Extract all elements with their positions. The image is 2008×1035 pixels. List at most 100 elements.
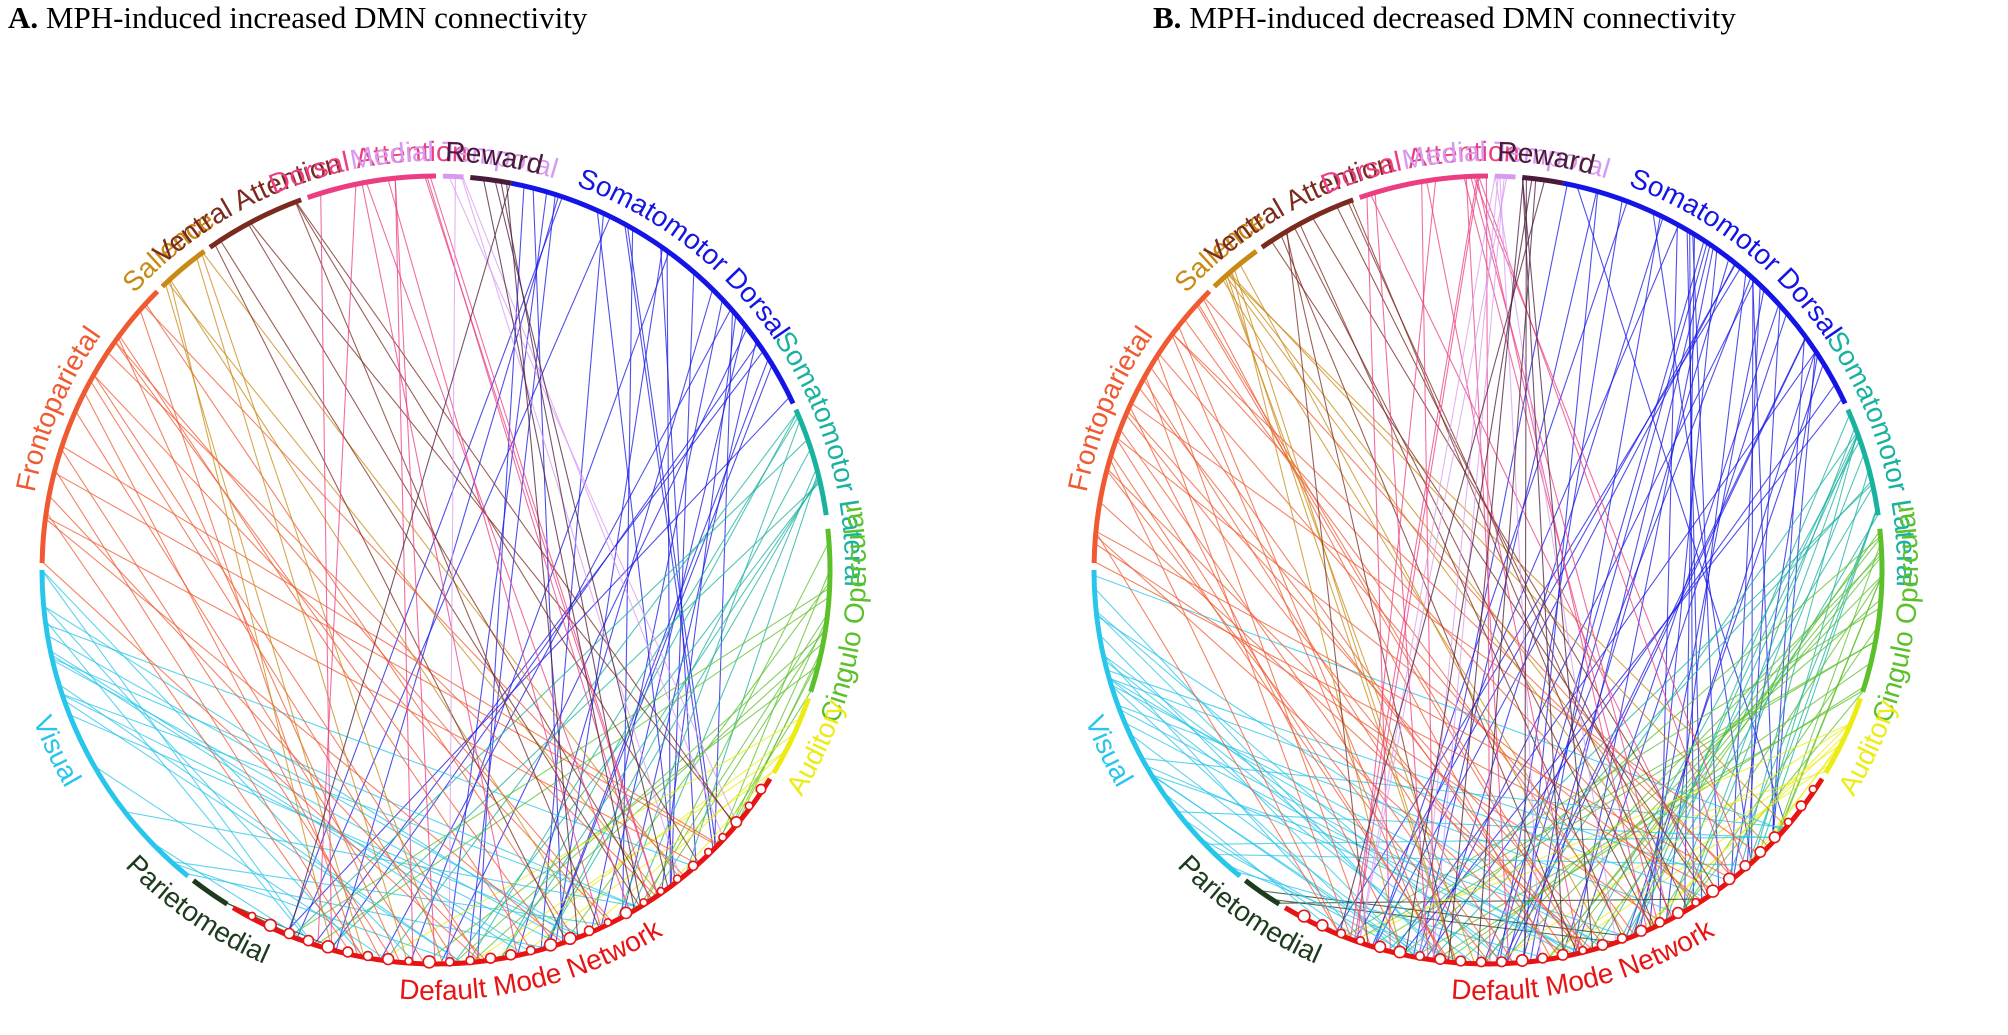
connection-line-somatomotor-dorsal bbox=[1392, 350, 1817, 953]
dmn-node bbox=[1671, 906, 1685, 920]
arc-salience bbox=[1212, 249, 1258, 289]
connection-line-auditory bbox=[583, 749, 787, 936]
connection-line-frontoparietal bbox=[1171, 334, 1438, 961]
dmn-node bbox=[247, 911, 257, 921]
arc-somatomotor-dorsal bbox=[510, 180, 796, 405]
dmn-node bbox=[563, 931, 577, 946]
connection-line-medial-temporal bbox=[461, 176, 681, 880]
connection-line-somatomotor-dorsal bbox=[1498, 199, 1623, 964]
arc-salience bbox=[160, 249, 206, 289]
connection-line-somatomotor-dorsal bbox=[546, 364, 773, 949]
connection-line-visual bbox=[1106, 669, 1731, 882]
connection-line-somatomotor-lateral bbox=[1629, 413, 1851, 938]
connection-line-dorsal-attention bbox=[1369, 193, 1710, 897]
connection-line-cingulo-opercular bbox=[315, 596, 830, 946]
connection-line-dorsal-attention bbox=[1366, 195, 1391, 952]
panel-b-letter: B. bbox=[1153, 0, 1182, 35]
connection-line-somatomotor-dorsal bbox=[330, 342, 759, 951]
connection-line-frontoparietal bbox=[114, 341, 557, 946]
connection-line-dorsal-attention bbox=[1485, 175, 1491, 965]
arc-somatomotor-dorsal bbox=[1562, 180, 1848, 405]
connection-line-somatomotor-lateral bbox=[1632, 435, 1859, 937]
label-cingulo-opercular: Cingulo Opercular bbox=[814, 502, 872, 727]
connection-lines bbox=[41, 175, 831, 965]
dmn-node bbox=[744, 801, 754, 811]
dmn-node bbox=[1414, 950, 1425, 962]
connection-line-frontoparietal bbox=[41, 561, 481, 962]
connection-line-ventral-attention bbox=[295, 201, 736, 827]
arc-visual bbox=[39, 569, 190, 879]
connection-line-medial-temporal bbox=[1499, 176, 1541, 961]
arc-auditory bbox=[1823, 697, 1863, 775]
connection-line-frontoparietal bbox=[1119, 428, 1502, 965]
dmn-node bbox=[1297, 909, 1311, 923]
connection-line-dorsal-attention bbox=[424, 176, 659, 896]
arc-dorsal-attention bbox=[306, 173, 437, 200]
connection-line-ventral-attention bbox=[1336, 206, 1689, 910]
connection-line-reward bbox=[1521, 177, 1565, 957]
connection-line-frontoparietal bbox=[1125, 414, 1561, 958]
dmn-node bbox=[730, 815, 743, 829]
connection-line-dorsal-attention bbox=[429, 175, 659, 896]
connection-line-dorsal-attention bbox=[320, 193, 333, 950]
panel-a-title: A. MPH-induced increased DMN connectivit… bbox=[8, 0, 587, 36]
connection-line-medial-temporal bbox=[448, 176, 456, 964]
connection-line-cingulo-opercular bbox=[637, 613, 828, 909]
connection-line-dorsal-attention bbox=[1421, 181, 1435, 961]
connection-line-frontoparietal bbox=[1130, 402, 1761, 856]
connection-line-reward bbox=[1338, 179, 1546, 935]
dmn-node bbox=[1706, 884, 1720, 898]
arc-dorsal-attention bbox=[1358, 173, 1489, 200]
connection-line-somatomotor-dorsal bbox=[1373, 201, 1628, 948]
connection-line-frontoparietal bbox=[1203, 296, 1734, 879]
dmn-node bbox=[1578, 945, 1588, 955]
connection-line-ventral-attention bbox=[294, 201, 600, 929]
dmn-node bbox=[362, 950, 374, 962]
dmn-node bbox=[1537, 952, 1549, 964]
connection-line-visual bbox=[1104, 659, 1492, 965]
connection-line-somatomotor-dorsal bbox=[1482, 276, 1752, 965]
connection-line-frontoparietal bbox=[1172, 333, 1698, 905]
dmn-node bbox=[656, 886, 666, 896]
connection-line-medial-temporal bbox=[1358, 176, 1508, 943]
connection-line-frontoparietal bbox=[1095, 531, 1341, 936]
connection-line-salience bbox=[1221, 278, 1628, 939]
connection-line-visual bbox=[1129, 733, 1429, 960]
connection-line-visual bbox=[1093, 587, 1445, 962]
dmn-node bbox=[1496, 956, 1508, 968]
connection-line-visual bbox=[1226, 864, 1465, 964]
connection-line-somatomotor-dorsal bbox=[1632, 350, 1816, 937]
connection-line-frontoparietal bbox=[45, 511, 353, 956]
dmn-node bbox=[1455, 955, 1467, 967]
dmn-node bbox=[1808, 784, 1818, 794]
connection-line-auditory bbox=[1635, 733, 1847, 936]
connection-line-ventral-attention bbox=[249, 222, 737, 826]
label-parietomedial: Parietomedial bbox=[1172, 849, 1326, 970]
connection-line-somatomotor-lateral bbox=[1484, 432, 1858, 965]
connection-line-somatomotor-dorsal bbox=[516, 289, 714, 956]
dmn-node bbox=[603, 917, 613, 927]
label-frontoparietal: Frontoparietal bbox=[1062, 321, 1158, 494]
dmn-node bbox=[1722, 872, 1736, 886]
dmn-node bbox=[1616, 933, 1628, 944]
dmn-node bbox=[1475, 956, 1487, 968]
connection-line-frontoparietal bbox=[61, 445, 719, 846]
label-reward: Reward bbox=[445, 136, 546, 180]
connection-line-cingulo-opercular bbox=[289, 587, 830, 937]
arc-somatomotor-lateral bbox=[793, 408, 829, 516]
connection-line-cingulo-opercular bbox=[423, 664, 819, 965]
connection-line-visual bbox=[184, 872, 547, 949]
connection-line-visual bbox=[1176, 811, 1777, 839]
arc-ventral-attention bbox=[1260, 197, 1355, 250]
connection-line-ventral-attention bbox=[1311, 217, 1718, 892]
dmn-node bbox=[718, 832, 728, 842]
connection-line-auditory bbox=[1751, 736, 1846, 863]
arc-parietomedial bbox=[1243, 878, 1281, 907]
label-reward: Reward bbox=[1497, 136, 1598, 180]
connection-line-somatomotor-dorsal bbox=[476, 185, 525, 962]
connection-line-visual bbox=[1093, 574, 1785, 831]
connection-line-frontoparietal bbox=[89, 380, 457, 964]
connection-line-frontoparietal bbox=[1197, 303, 1587, 952]
